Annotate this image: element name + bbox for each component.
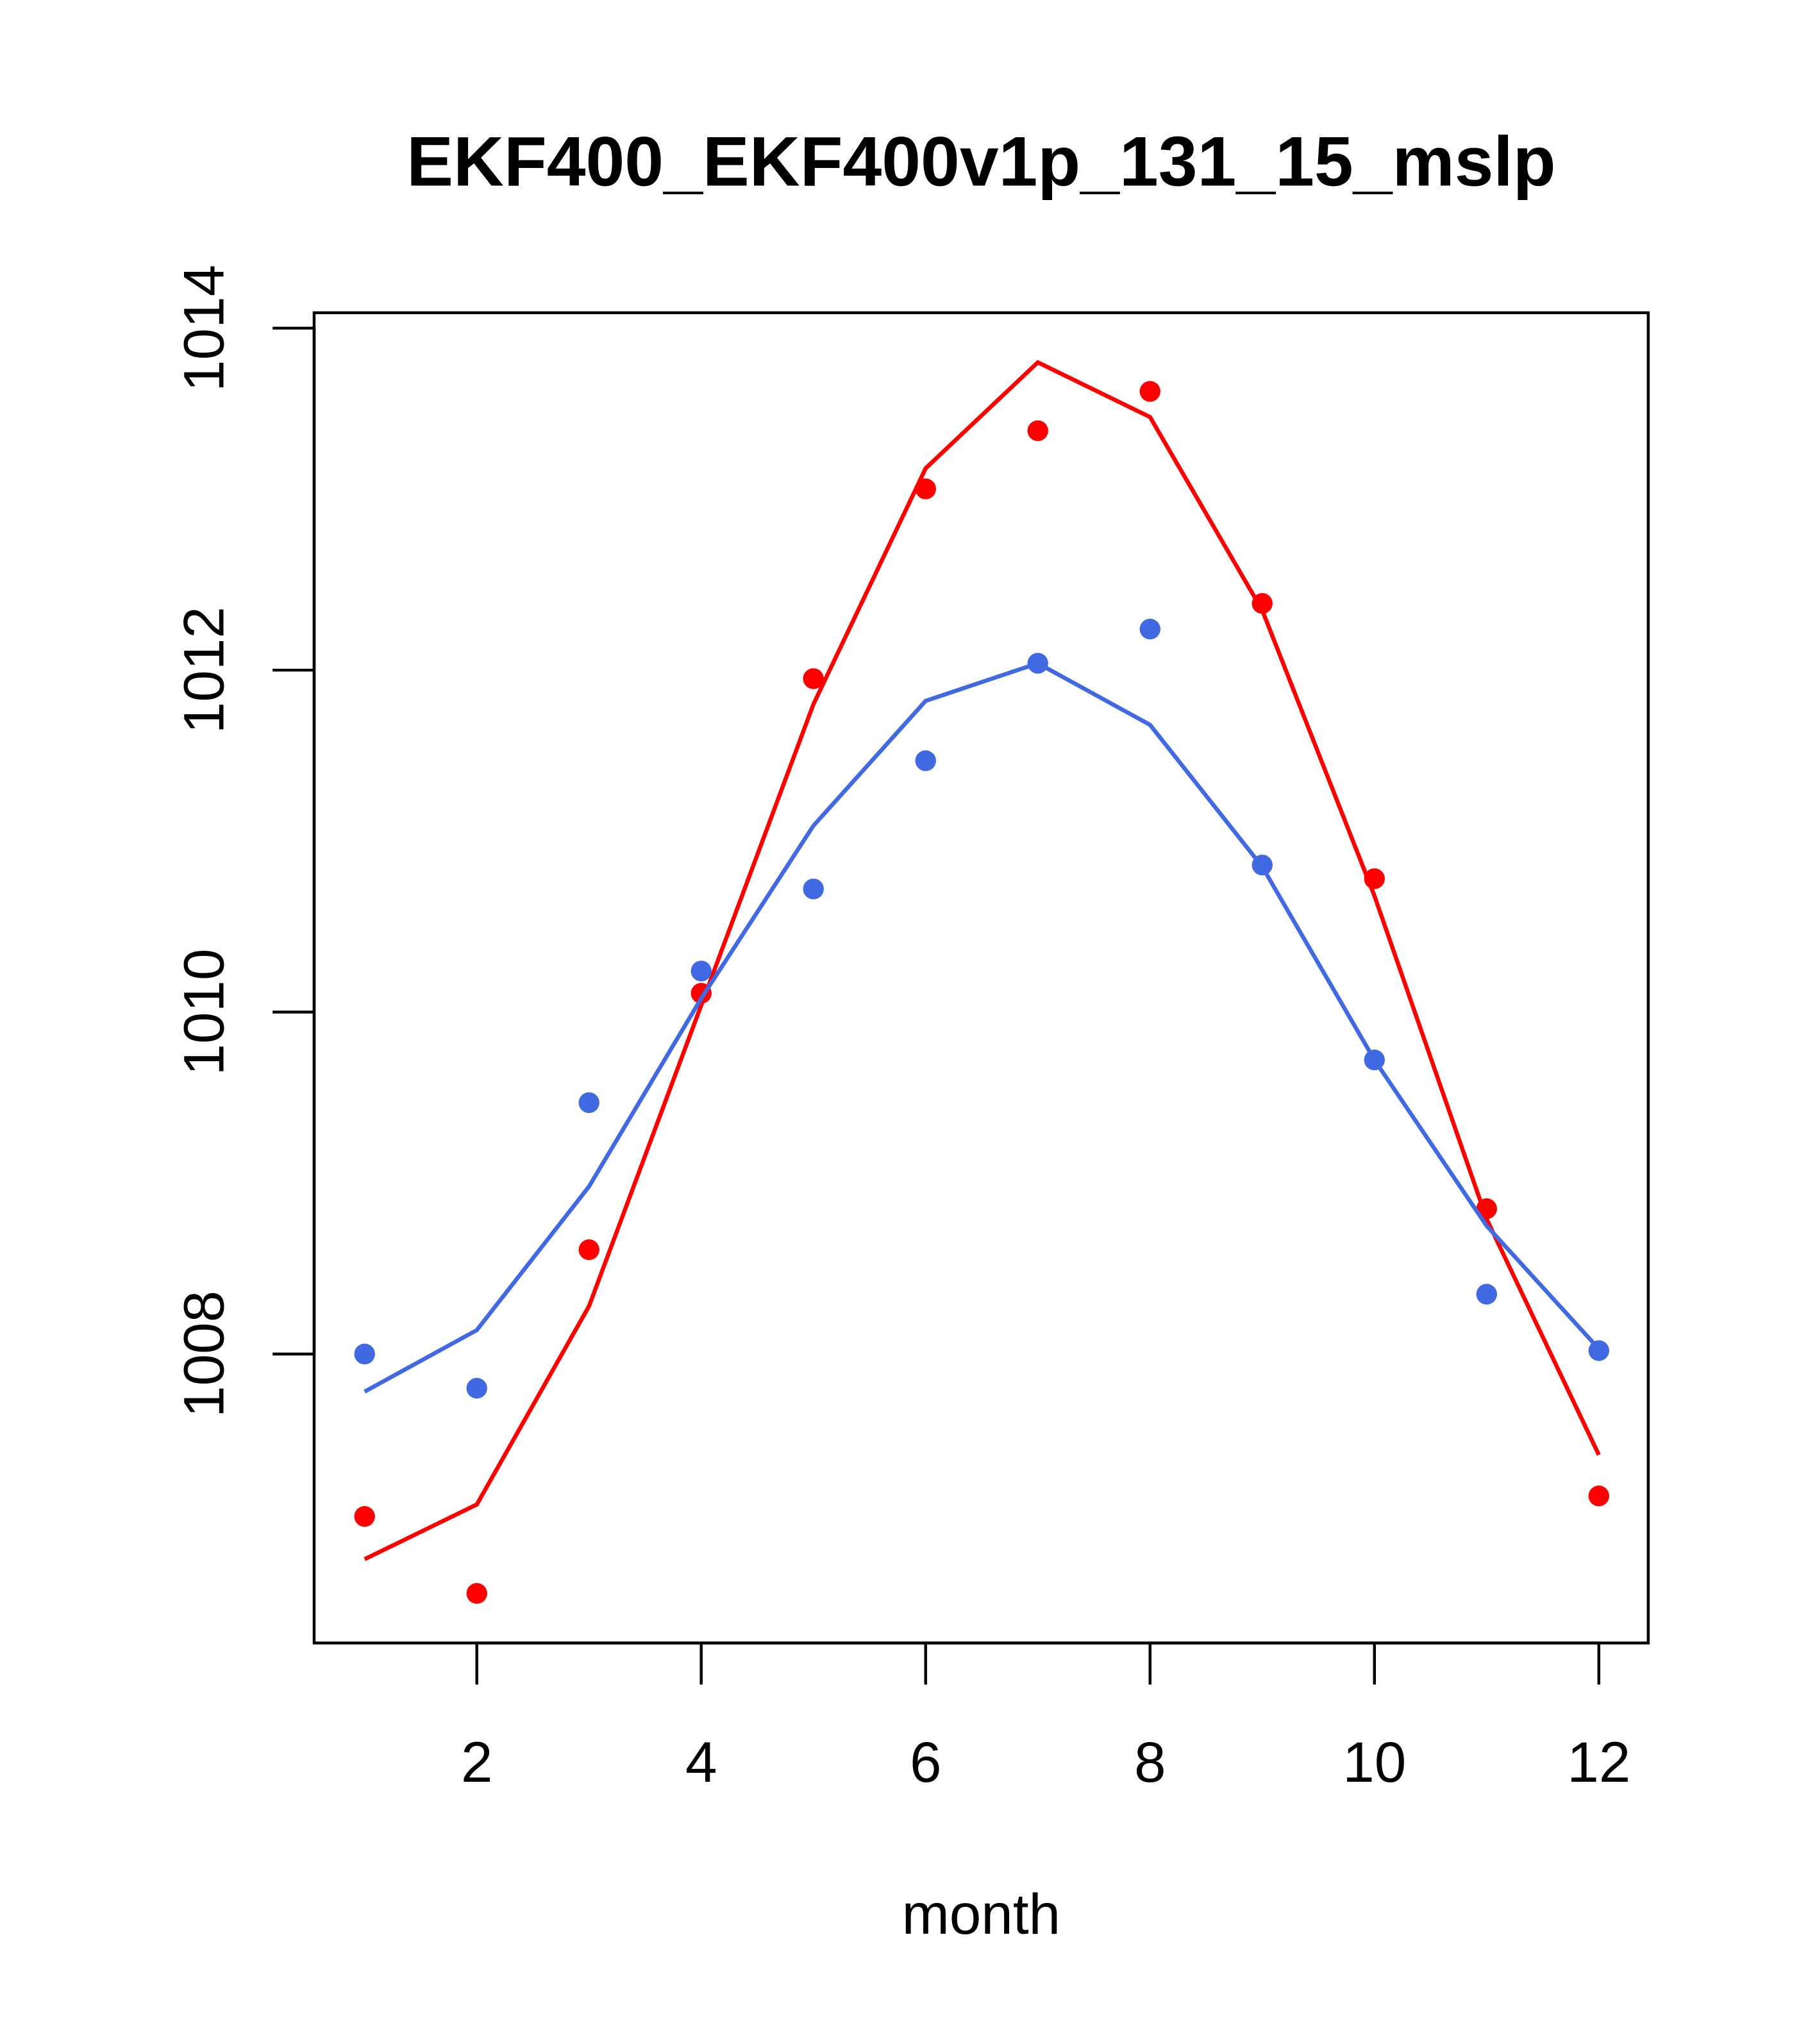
plot-box — [312, 311, 1650, 1645]
blue-points-point — [691, 960, 712, 982]
x-axis-label: month — [902, 1882, 1061, 1946]
red-points-point — [1139, 381, 1160, 402]
blue-points-point — [1476, 1284, 1497, 1305]
red-points-point — [578, 1239, 599, 1261]
blue-points-point — [1139, 618, 1160, 640]
blue-line-series — [364, 660, 1601, 1394]
blue-points-point — [578, 1092, 599, 1114]
blue-points-point — [354, 1343, 375, 1365]
y-tick-label: 1012 — [171, 607, 235, 733]
red-points-point — [354, 1506, 375, 1527]
x-tick-label: 12 — [1567, 1730, 1630, 1794]
blue-points-point — [803, 878, 824, 900]
blue-points-point — [466, 1378, 487, 1399]
y-tick-label: 1014 — [171, 265, 235, 392]
x-tick-label: 2 — [461, 1730, 493, 1794]
x-tick-label: 6 — [910, 1730, 942, 1794]
y-tick-label: 1008 — [171, 1291, 235, 1418]
series-layer — [354, 360, 1609, 1604]
x-tick-label: 4 — [685, 1730, 717, 1794]
red-points-point — [1027, 420, 1048, 442]
y-axis: 1008 1010 1012 1014 — [171, 265, 316, 1418]
x-tick-label: 8 — [1134, 1730, 1166, 1794]
y-tick-label: 1010 — [171, 948, 235, 1075]
chart-title: EKF400_EKF400v1p_131_15_mslp — [406, 122, 1555, 201]
red-points-point — [466, 1583, 487, 1604]
red-points-point — [1588, 1486, 1609, 1507]
x-tick-label: 10 — [1343, 1730, 1406, 1794]
blue-points-point — [915, 750, 936, 771]
red-points-point — [803, 668, 824, 689]
x-axis: 2 4 6 8 10 12 — [461, 1641, 1630, 1794]
red-line-series — [364, 360, 1601, 1561]
